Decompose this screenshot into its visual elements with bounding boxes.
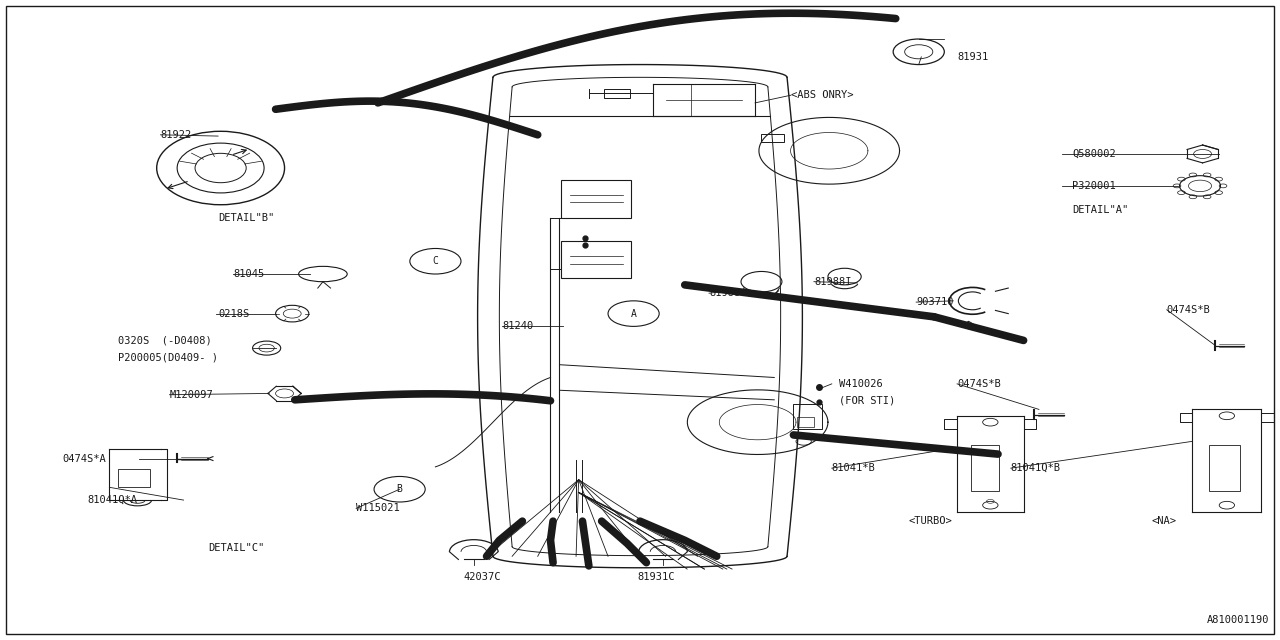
Text: M120097: M120097 <box>169 390 214 400</box>
Text: 0474S*A: 0474S*A <box>61 454 106 463</box>
Text: 81045: 81045 <box>233 269 265 279</box>
Text: 81041Q*A: 81041Q*A <box>87 495 138 505</box>
Text: 81240: 81240 <box>502 321 534 332</box>
Bar <box>604 89 630 98</box>
Text: P320001: P320001 <box>1073 181 1116 191</box>
Text: 81988: 81988 <box>709 288 740 298</box>
Text: 903710: 903710 <box>916 297 954 307</box>
Bar <box>762 134 785 143</box>
Text: C: C <box>433 256 438 266</box>
Text: (FOR STI): (FOR STI) <box>840 396 896 406</box>
Text: W115021: W115021 <box>356 504 399 513</box>
Bar <box>118 469 150 487</box>
Text: 42037C: 42037C <box>463 572 500 582</box>
Text: A810001190: A810001190 <box>1207 615 1268 625</box>
Bar <box>797 417 814 427</box>
Text: A: A <box>631 308 636 319</box>
Text: 81988I: 81988I <box>814 276 851 287</box>
Text: 0474S*B: 0474S*B <box>1167 305 1211 315</box>
Bar <box>561 241 631 278</box>
Text: 81041*B: 81041*B <box>832 463 876 473</box>
Text: <NA>: <NA> <box>1152 516 1176 525</box>
Text: DETAIL"C": DETAIL"C" <box>207 543 264 553</box>
Text: 81922: 81922 <box>160 130 192 140</box>
Text: 0474S*B: 0474S*B <box>957 379 1001 389</box>
Text: 0320S  (-D0408): 0320S (-D0408) <box>118 335 212 346</box>
Text: P200005(D0409- ): P200005(D0409- ) <box>118 352 219 362</box>
Text: 81931C: 81931C <box>637 572 675 582</box>
Text: Q580002: Q580002 <box>1073 149 1116 159</box>
Text: DETAIL"B": DETAIL"B" <box>218 213 274 223</box>
Text: W410026: W410026 <box>840 379 883 389</box>
Bar <box>972 445 1000 491</box>
Text: 81931: 81931 <box>957 52 988 62</box>
Bar <box>794 404 822 429</box>
Text: 81041Q*B: 81041Q*B <box>1011 463 1061 473</box>
Text: B: B <box>397 484 402 494</box>
Bar <box>1210 445 1239 491</box>
Text: DETAIL"A": DETAIL"A" <box>1073 205 1129 215</box>
Text: <TURBO>: <TURBO> <box>909 516 952 525</box>
Text: 0218S: 0218S <box>218 308 250 319</box>
Text: <ABS ONRY>: <ABS ONRY> <box>791 90 854 100</box>
Bar <box>561 179 631 218</box>
